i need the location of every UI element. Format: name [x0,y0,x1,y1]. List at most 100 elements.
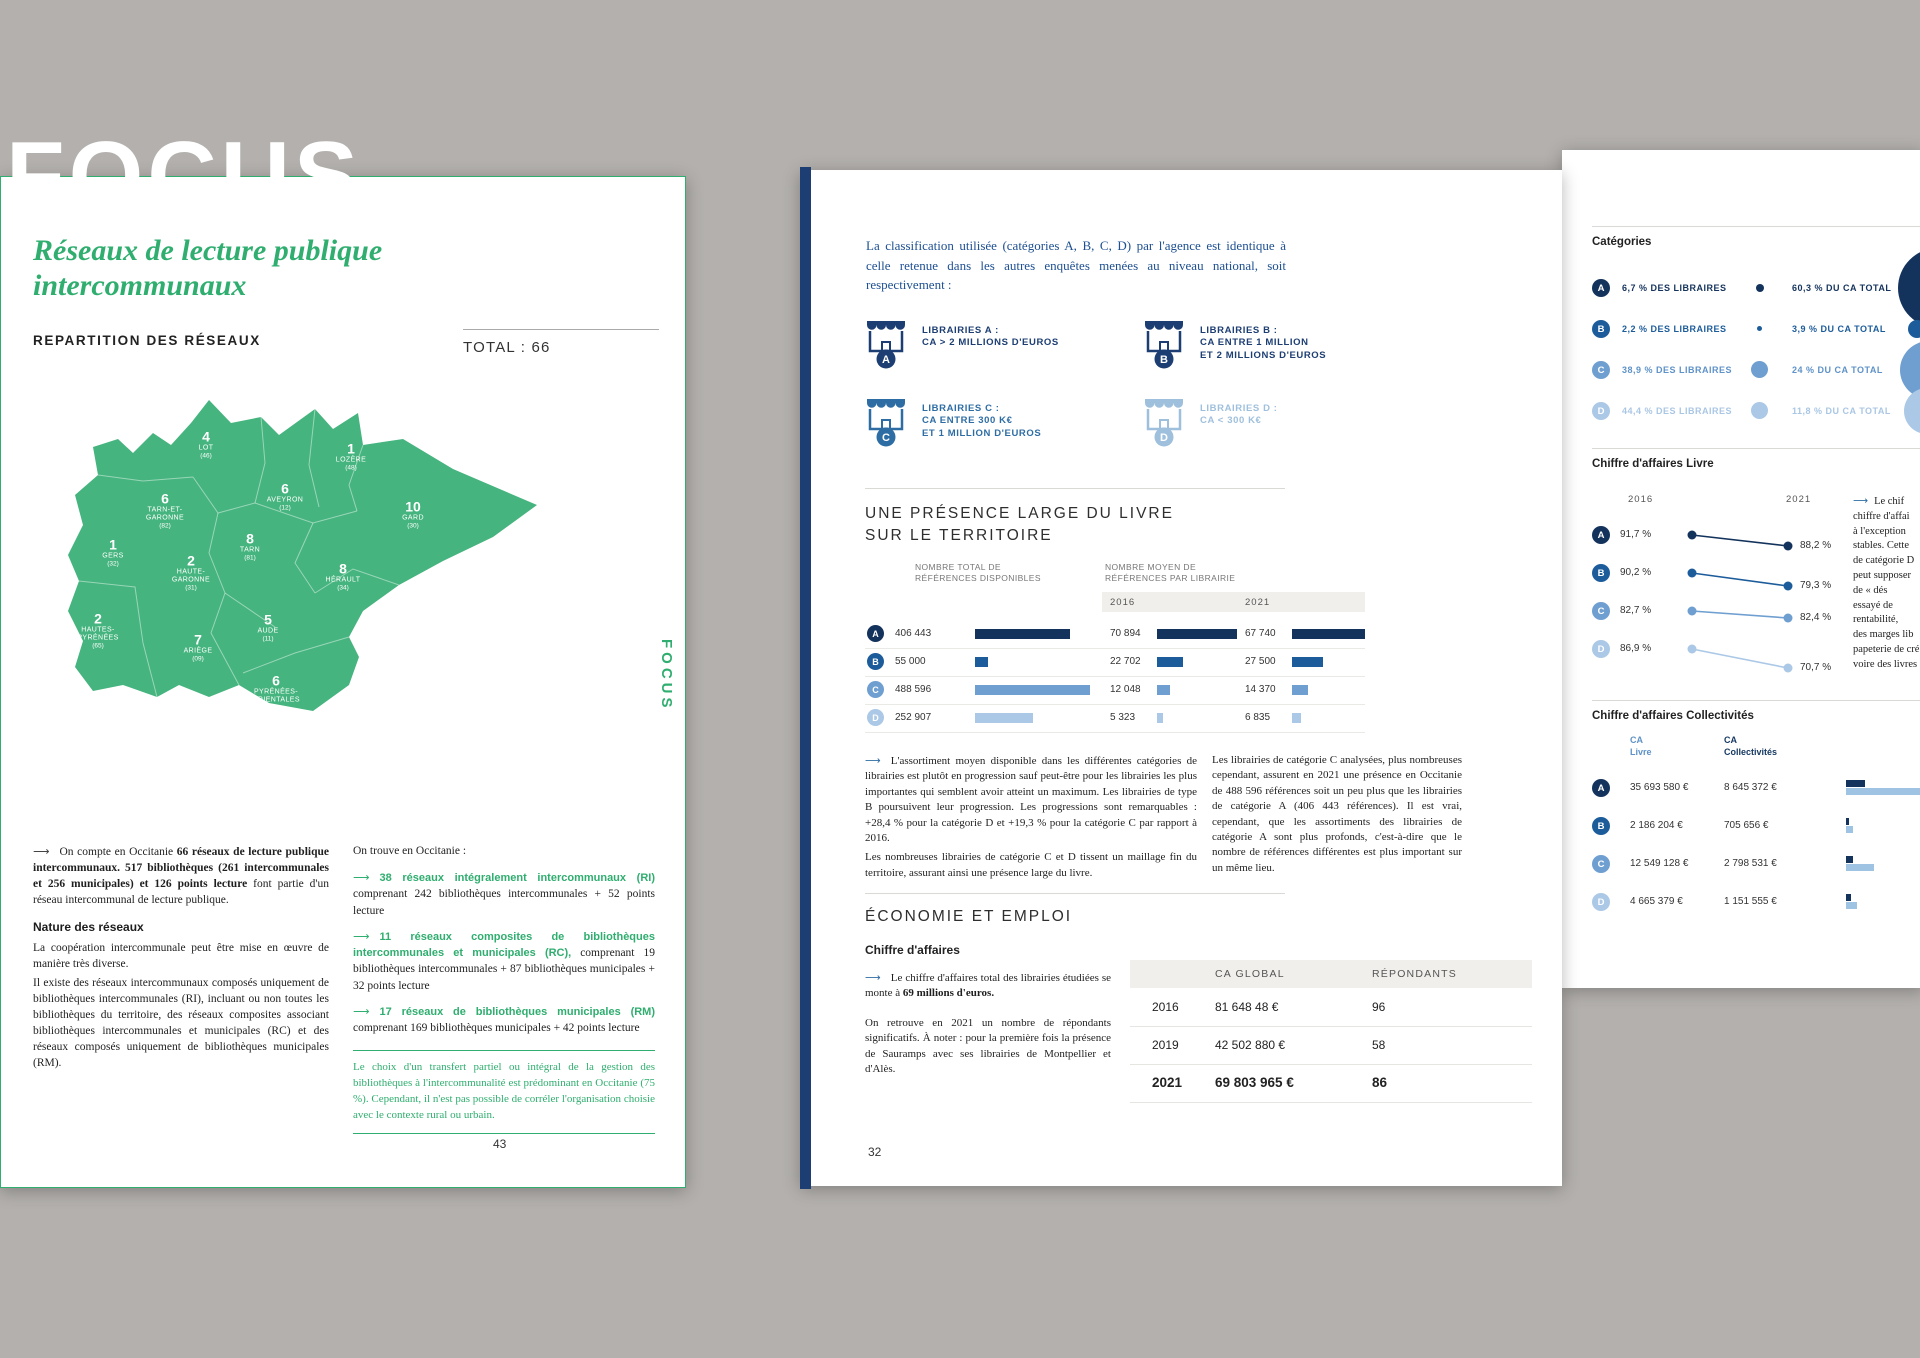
category-badge: C [1592,361,1610,379]
category-badge: A [1592,779,1610,797]
ca-livre-heading: Chiffre d'affaires Livre [1592,458,1714,470]
map-department-label: 8 HÉRAULT (34) [325,560,361,592]
ca-livre-column-header: CA Livre [1630,735,1652,758]
year-label: 2021 [1786,494,1812,505]
ca-row-2021: 2021 69 803 965 € 86 [1130,1064,1532,1103]
ca-collectivites-value: 1 151 555 € [1724,896,1777,907]
ca-livre-2016-value: 90,2 % [1620,567,1652,578]
occitanie-map: 4 LOT (46) 1 LOZÈRE (48) 6 AVEYRON (12) 6 TARN-… [13,385,573,815]
classification-intro: La classification utilisée (catégories A… [866,238,1286,292]
presence-section-title: UNE PRÉSENCE LARGE DU LIVRE SUR LE TERRIT… [865,505,1174,545]
slope-chart [1687,530,1793,673]
ca-livre-2021-value: 82,4 % [1800,612,1832,623]
ca-share-label: 24 % DU CA TOTAL [1792,365,1883,375]
map-total: TOTAL : 66 [463,329,659,356]
ca-collectivites-value: 705 656 € [1724,820,1769,831]
mini-bar-livre [1846,864,1874,871]
map-department-label: 1 GERS (32) [102,536,124,568]
bar-2016 [1157,713,1163,723]
divider [865,893,1285,894]
total-value: 488 596 [895,684,932,695]
economy-text: ⟶ Le chiffre d'affaires total des librair… [865,971,1111,1075]
category-badge: D [867,709,884,726]
category-badge: B [1592,320,1610,338]
category-badge: C [867,681,884,698]
total-value: 252 907 [895,712,932,723]
references-row-a: A 406 443 70 894 67 740 [865,620,1365,649]
divider [865,488,1285,489]
libraires-share-label: 6,7 % DES LIBRAIRES [1622,283,1727,293]
page-title: Réseaux de lecture publique intercommuna… [33,234,383,303]
divider [1592,226,1920,227]
page-number: 32 [868,1145,882,1159]
ca-livre-2016-value: 82,7 % [1620,605,1652,616]
mini-bar-collectivites [1846,856,1853,863]
year-label: 2021 [1245,597,1271,608]
category-badge: D [1592,640,1610,658]
ca-share-circle [1904,388,1920,434]
map-department-label: 2 HAUTE- GARONNE (31) [171,552,211,592]
total-value: 406 443 [895,628,932,639]
category-badge: D [1592,402,1610,420]
map-department-label: 5 AUDE (11) [257,611,279,643]
svg-text:D: D [1160,432,1168,444]
ca-livre-value: 12 549 128 € [1630,858,1689,869]
mini-bar-livre [1846,788,1920,795]
ca-livre-value: 4 665 379 € [1630,896,1683,907]
arrow-icon: ⟶ [865,754,881,767]
nature-heading: Nature des réseaux [33,920,144,935]
occitanie-map-shape [68,400,537,711]
section-heading: REPARTITION DES RÉSEAUX [33,333,261,348]
category-badge: B [1592,817,1610,835]
bar-2016 [1157,685,1170,695]
category-badge: C [1592,855,1610,873]
bar-2021 [1292,713,1301,723]
librairies-b-label: LIBRAIRIES B : CA ENTRE 1 MILLION ET 2 MIL… [1200,325,1327,361]
arrow-icon: ⟶ [353,1003,370,1018]
ca-share-label: 60,3 % DU CA TOTAL [1792,283,1892,293]
networks-lead: On trouve en Occitanie : [353,845,467,857]
page-number: 43 [493,1137,507,1151]
ca-global-header: CA GLOBAL [1215,968,1285,980]
ca-collectivites-value: 2 798 531 € [1724,858,1777,869]
share-dot [1751,361,1768,378]
divider [1592,448,1920,449]
ca-share-label: 3,9 % DU CA TOTAL [1792,324,1886,334]
value-2016: 5 323 [1110,712,1136,723]
svg-text:A: A [882,354,890,366]
librairies-c-label: LIBRAIRIES C : CA ENTRE 300 K€ ET 1 MILLIO… [922,403,1042,439]
map-department-label: 6 AVEYRON (12) [266,480,304,512]
value-2021: 14 370 [1245,684,1276,695]
librairies-a-label: LIBRAIRIES A : CA > 2 MILLIONS D'EUROS [922,325,1059,349]
references-row-d: D 252 907 5 323 6 835 [865,704,1365,733]
category-badge: B [867,653,884,670]
total-bar [975,629,1070,639]
bar-2021 [1292,629,1365,639]
map-department-label: 6 PYRÉNÉES- ORIENTALES (66) [252,672,300,712]
librairies-a-item: A LIBRAIRIES A : CA > 2 MILLIONS D'EUROS [862,316,1059,370]
focus-watermark: FOCUS [6,122,362,229]
ca-share-label: 11,8 % DU CA TOTAL [1792,406,1891,416]
ca-livre-2021-value: 79,3 % [1800,580,1832,591]
ca-share-circle [1898,248,1920,328]
share-dot [1751,402,1768,419]
value-2016: 70 894 [1110,628,1141,639]
ca-global-table: CA GLOBAL RÉPONDANTS 2016 81 648 48 € 96… [1130,960,1532,1103]
right-page: La classification utilisée (catégories A… [800,170,1562,1186]
nature-paragraph-1: La coopération intercommunale peut être … [33,942,329,971]
ca-share-circle [1908,320,1920,338]
arrow-icon: ⟶ [865,971,881,984]
year-header-band [1102,592,1365,612]
mini-bar-collectivites [1846,780,1865,787]
year-label: 2016 [1628,494,1654,505]
economy-section-title: ÉCONOMIE ET EMPLOI [865,908,1073,925]
intro-paragraph: ⟶ On compte en Occitanie 66 réseaux de le… [33,844,329,907]
page-spine-bar [800,167,811,1189]
commentary-left: ⟶ L'assortiment moyen disponible dans les… [865,754,1197,879]
divider [1592,700,1920,701]
storefront-icon: B [1145,321,1183,369]
ca-share-circle [1900,341,1920,399]
mean-references-header: NOMBRE MOYEN DE RÉFÉRENCES PAR LIBRAIRIE [1105,562,1236,584]
storefront-icon: A [867,321,905,369]
network-item: ⟶ 11 réseaux composites de bibliothèques … [353,928,655,992]
